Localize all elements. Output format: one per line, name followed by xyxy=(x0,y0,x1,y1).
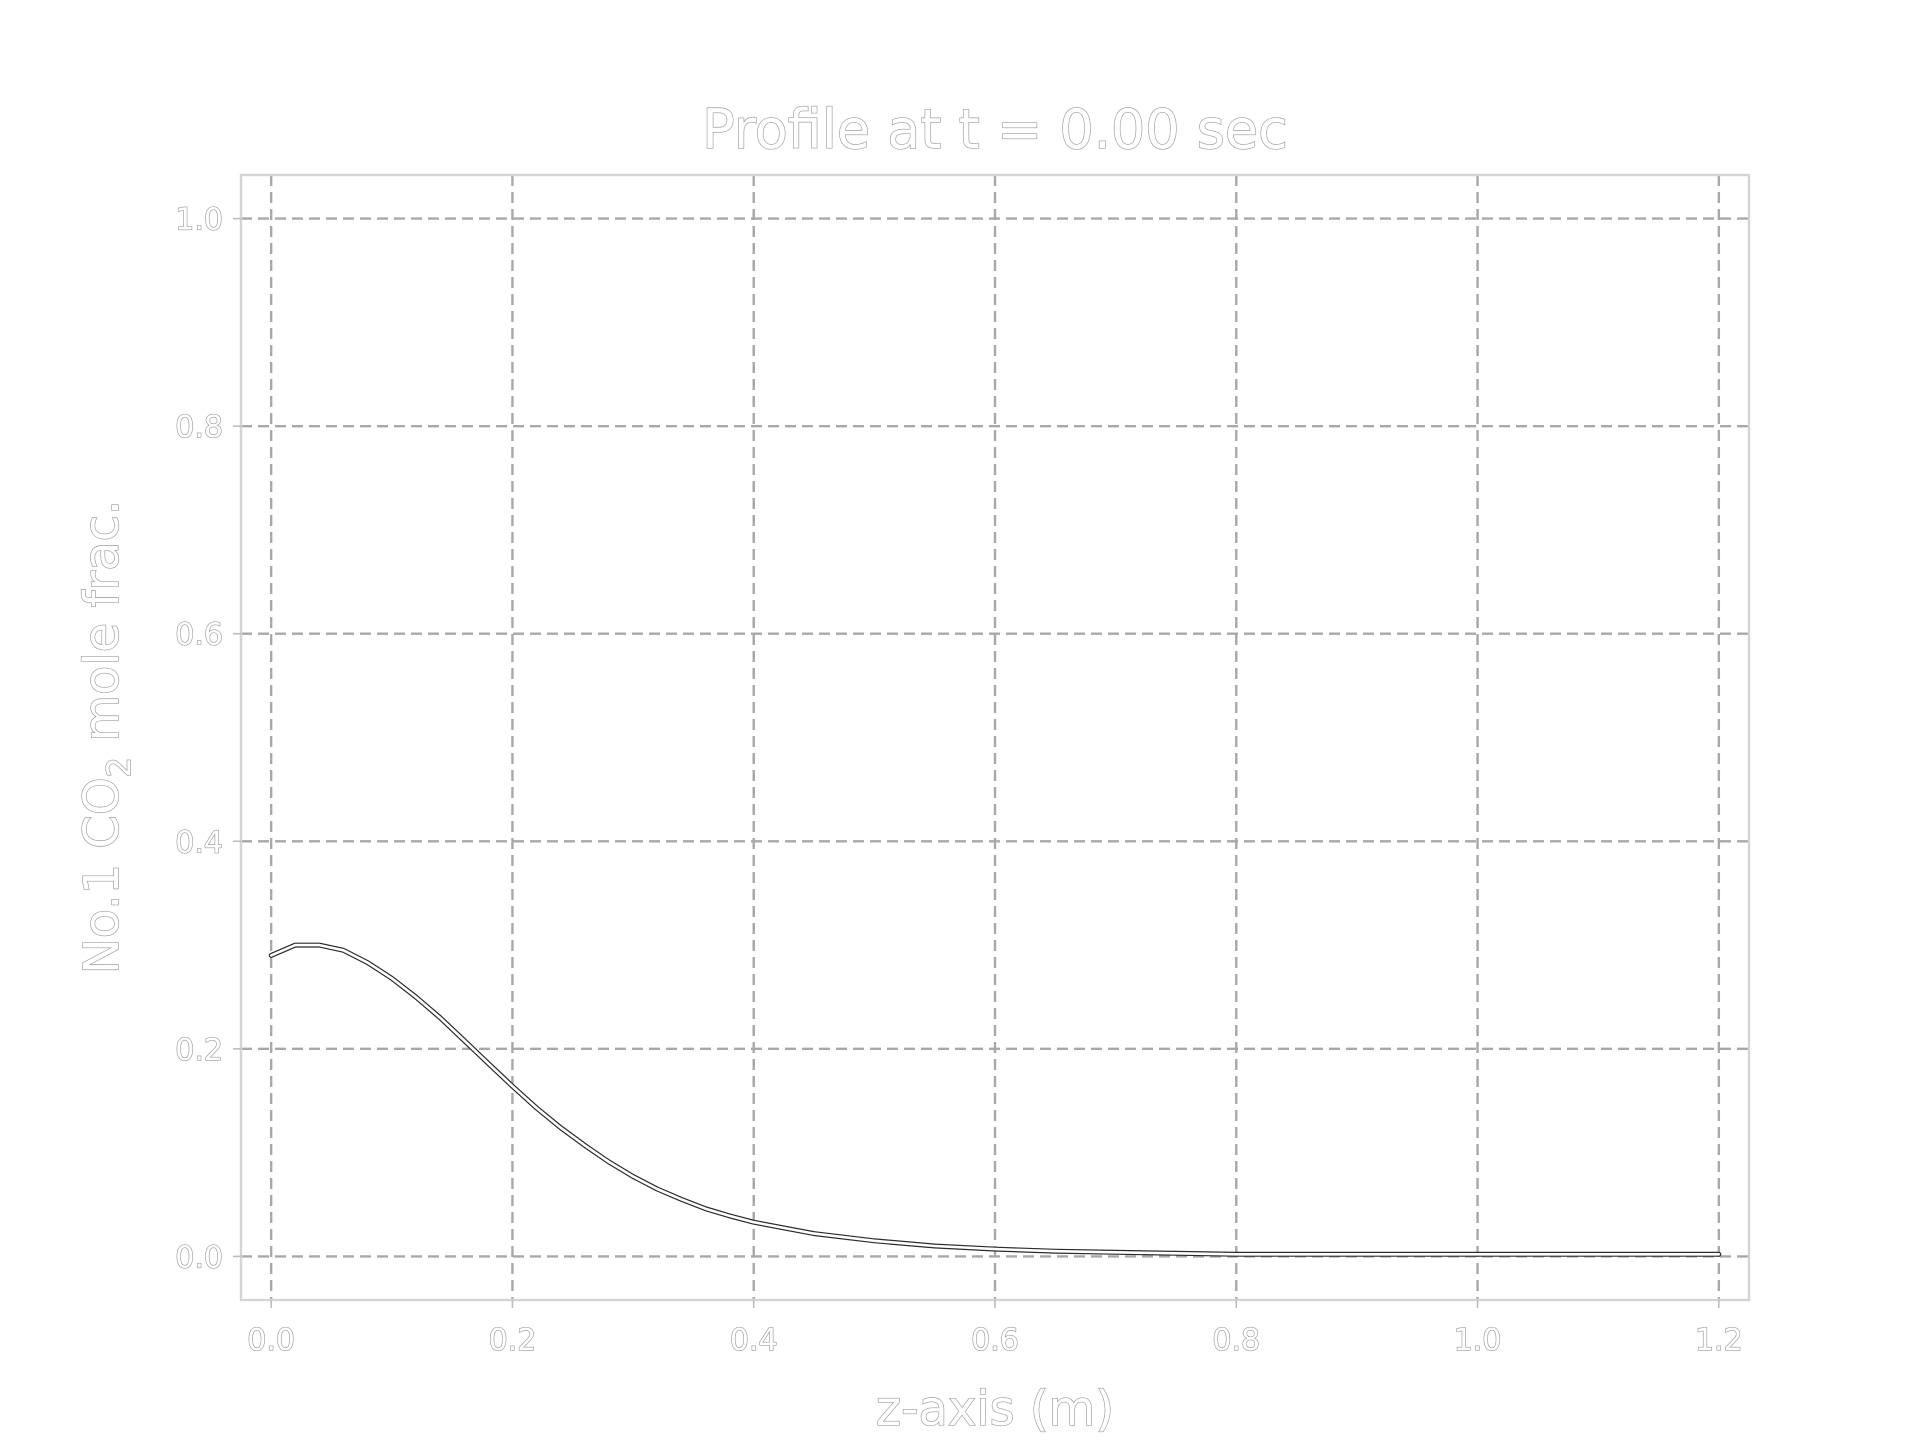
x-tick-label: 0.8 xyxy=(1212,1323,1260,1358)
x-tick-label: 0.2 xyxy=(489,1323,537,1358)
x-tick-label: 0.6 xyxy=(971,1323,1019,1358)
x-tick-label: 0.4 xyxy=(730,1323,778,1358)
y-axis-label: No.1 CO2 mole frac. xyxy=(74,500,138,974)
y-axis-label-prefix: No.1 CO xyxy=(74,777,130,974)
y-tick-label: 0.2 xyxy=(175,1033,223,1068)
y-tick-label: 1.0 xyxy=(175,203,223,238)
grid xyxy=(241,175,1749,1300)
y-tick-label: 0.4 xyxy=(175,825,223,860)
y-axis-label-subscript: 2 xyxy=(100,757,138,777)
x-tick-label: 1.0 xyxy=(1454,1323,1502,1358)
y-tick-label: 0.0 xyxy=(175,1240,223,1275)
y-tick-labels: 0.0 0.2 0.4 0.6 0.8 1.0 xyxy=(175,202,224,1276)
x-axis-label: z-axis (m) xyxy=(876,1381,1114,1437)
x-tick-labels: 0.0 0.2 0.4 0.6 0.8 1.0 1.2 xyxy=(247,1322,1744,1358)
tick-marks xyxy=(233,217,1720,1308)
x-tick-label: 1.2 xyxy=(1695,1323,1743,1358)
series-line xyxy=(269,943,1721,1256)
x-tick-label: 0.0 xyxy=(247,1323,295,1358)
series-layer xyxy=(268,942,1722,1257)
y-axis-label-suffix: mole frac. xyxy=(74,500,130,757)
y-tick-label: 0.8 xyxy=(175,410,223,445)
chart-title: Profile at t = 0.00 sec xyxy=(702,98,1288,161)
y-tick-label: 0.6 xyxy=(175,618,223,653)
